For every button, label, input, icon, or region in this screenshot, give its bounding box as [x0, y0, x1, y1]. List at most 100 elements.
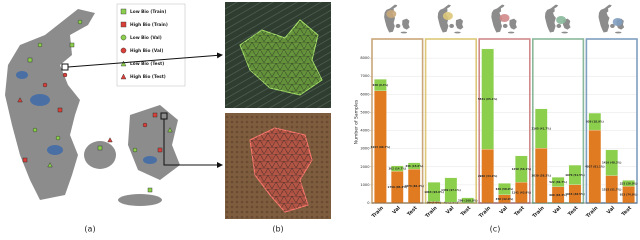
bar-segment [407, 162, 421, 170]
y-tick-label: 0 [367, 201, 370, 205]
plot-grid [240, 20, 322, 95]
y-tick-label: 3000 [360, 147, 370, 151]
map-marker [32, 127, 38, 133]
legend-label: Low Bio (Test) [130, 61, 164, 67]
bar-segment [481, 48, 494, 150]
value-label: 630 (58.0%) [496, 187, 514, 191]
bar-segment [605, 149, 618, 176]
bar-segment [551, 177, 565, 187]
value-label: 1515 (51.7%) [602, 187, 622, 191]
map-marker [142, 122, 148, 128]
y-tick-label: 1000 [360, 183, 370, 187]
x-tick-label: Test [621, 205, 634, 218]
value-label: 1141 (43.9%) [512, 191, 532, 195]
map-marker [107, 137, 113, 143]
map-marker [132, 147, 138, 153]
figure: Low Bio (Train) High Bio (Train) Low Bio… [5, 2, 638, 234]
map-marker [42, 82, 48, 88]
value-label: 5541 (65.1%) [478, 97, 498, 101]
x-tick-label: Val [606, 205, 617, 216]
x-tick-label: Val [445, 205, 456, 216]
value-label: 1873 (84.4%) [404, 184, 424, 188]
map-water [16, 71, 28, 79]
y-tick-label: 5000 [360, 110, 370, 114]
x-tick-label: Test [513, 205, 526, 218]
value-label: 456 (42.0%) [496, 197, 514, 201]
bar-segment [568, 165, 582, 185]
x-tick-label: Train [532, 205, 546, 219]
bar-segment [374, 79, 387, 91]
map-marker [17, 97, 23, 103]
value-label: 900 (63.3%) [549, 193, 567, 197]
value-label: 3030 (58.3%) [531, 174, 551, 178]
map-marker [47, 162, 53, 168]
plot-grid [250, 128, 312, 212]
map [5, 9, 180, 206]
value-label: 80 (7.0%) [427, 200, 441, 204]
group-thumbnail-region [386, 10, 397, 18]
value-label: 1063 (93.0%) [424, 190, 444, 194]
value-label: 1459 (56.1%) [512, 167, 532, 171]
value-label: 346 (15.6%) [405, 164, 423, 168]
y-tick-label: 6000 [360, 92, 370, 96]
bar-segment [444, 177, 458, 203]
value-label: 4027 (81.1%) [585, 165, 605, 169]
y-tick-label: 4000 [360, 129, 370, 133]
legend-marker [120, 34, 127, 41]
x-tick-label: Train [478, 205, 492, 219]
y-axis-label: Number of Samples [354, 99, 360, 144]
bar-segment [622, 180, 635, 187]
value-label: 1015 (48.5%) [565, 192, 585, 196]
panel-caption: (a) [84, 225, 95, 234]
map-marker [97, 145, 103, 151]
x-tick-label: Test [567, 205, 580, 218]
group-thumbnail-region [442, 12, 453, 20]
value-label: 1416 (48.3%) [602, 161, 622, 165]
value-label: 286 (100.0%) [458, 198, 478, 202]
map-marker [147, 187, 153, 193]
map-highlight [61, 63, 69, 71]
arrow [163, 119, 223, 168]
bar-segment [515, 155, 528, 183]
map-marker [55, 135, 61, 141]
group-thumbnail [384, 4, 410, 34]
map-marker [77, 19, 83, 25]
y-tick-label: 7000 [360, 74, 370, 78]
aerial-image-low [225, 2, 331, 108]
legend-marker [120, 8, 127, 15]
map-marker [167, 127, 173, 133]
x-tick-label: Test [406, 205, 419, 218]
legend-box [116, 3, 186, 87]
map-markers [17, 19, 173, 193]
legend-label: High Bio (Train) [130, 22, 168, 28]
bar-segment [427, 182, 441, 202]
y-tick-label: 2000 [360, 165, 370, 169]
value-label: 923 (74.0%) [620, 193, 638, 197]
group-thumbnail-region [499, 14, 510, 22]
legend-marker [120, 47, 127, 54]
map-legend: Low Bio (Train) High Bio (Train) Low Bio… [116, 3, 186, 87]
x-tick-label: Train [585, 205, 599, 219]
bar-segment [588, 113, 602, 131]
value-label: 638 (9.3%) [372, 83, 388, 87]
value-label: 6193 (90.7%) [371, 145, 391, 149]
map-marker [37, 42, 43, 48]
legend-label: Low Bio (Val) [130, 35, 162, 41]
value-label: 1750 (85.3%) [388, 185, 408, 189]
legend-label: High Bio (Val) [130, 48, 163, 54]
map-marker [69, 42, 75, 48]
legend-label: Low Bio (Train) [130, 9, 166, 15]
legend-marker [120, 73, 127, 80]
x-tick-label: Val [391, 205, 402, 216]
map-marker [27, 57, 33, 63]
bar-segment [498, 183, 511, 195]
bar-segment [391, 165, 404, 172]
map-marker [157, 147, 163, 153]
bar-segment [535, 108, 548, 149]
legend-marker [120, 21, 127, 28]
map-water [30, 94, 50, 106]
value-label: 2966 (34.9%) [478, 174, 498, 178]
value-label: 2165 (41.7%) [531, 127, 551, 131]
group-thumbnail-region [612, 18, 623, 26]
legend-marker [120, 60, 127, 67]
